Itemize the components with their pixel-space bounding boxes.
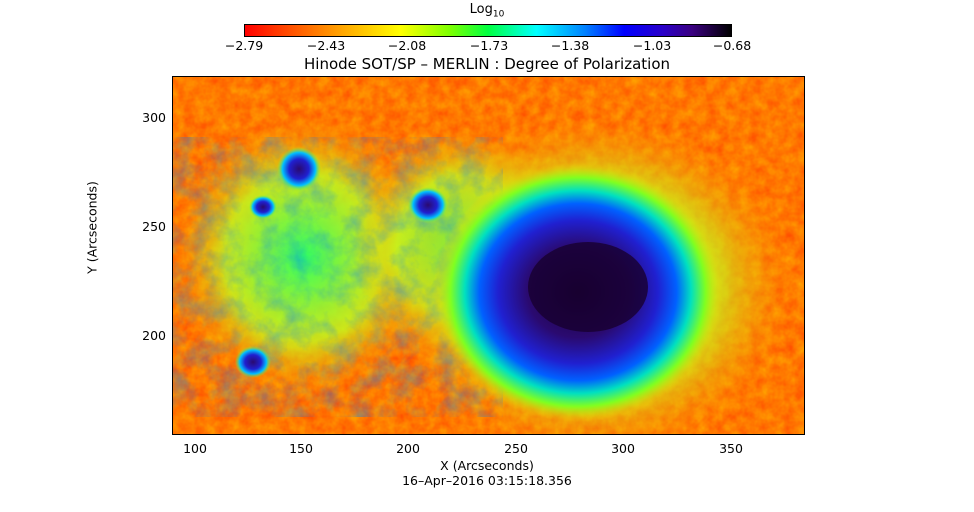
colorbar-tick-label: −0.68 [712, 38, 752, 53]
x-tick-label: 300 [611, 441, 635, 456]
plot-title: Hinode SOT/SP – MERLIN : Degree of Polar… [304, 55, 670, 73]
x-axis-title: X (Arcseconds) [440, 458, 534, 473]
colorbar [244, 24, 732, 37]
x-tick-label: 200 [396, 441, 420, 456]
y-axis-title: Y (Arcseconds) [84, 181, 100, 274]
colorbar-tick-label: −1.38 [550, 38, 590, 53]
colorbar-tick-label: −2.08 [387, 38, 427, 53]
observation-timestamp: 16–Apr–2016 03:15:18.356 [402, 473, 572, 488]
y-tick-label: 250 [142, 219, 166, 234]
x-tick-label: 250 [504, 441, 528, 456]
colorbar-tick-label: −1.03 [632, 38, 672, 53]
colorbar-tick-label: −2.79 [224, 38, 264, 53]
colorbar-title-main: Log [469, 2, 493, 17]
y-tick-label: 200 [142, 328, 166, 343]
colorbar-tick-label: −2.43 [306, 38, 346, 53]
solar-image-svg [173, 77, 804, 434]
solar-image [172, 76, 805, 435]
x-tick-label: 100 [183, 441, 207, 456]
colorbar-tick-label: −1.73 [469, 38, 509, 53]
colorbar-title: Log10 [0, 2, 974, 20]
y-tick-label: 300 [142, 110, 166, 125]
x-tick-label: 350 [719, 441, 743, 456]
colorbar-title-sub: 10 [492, 9, 505, 20]
x-tick-label: 150 [289, 441, 313, 456]
